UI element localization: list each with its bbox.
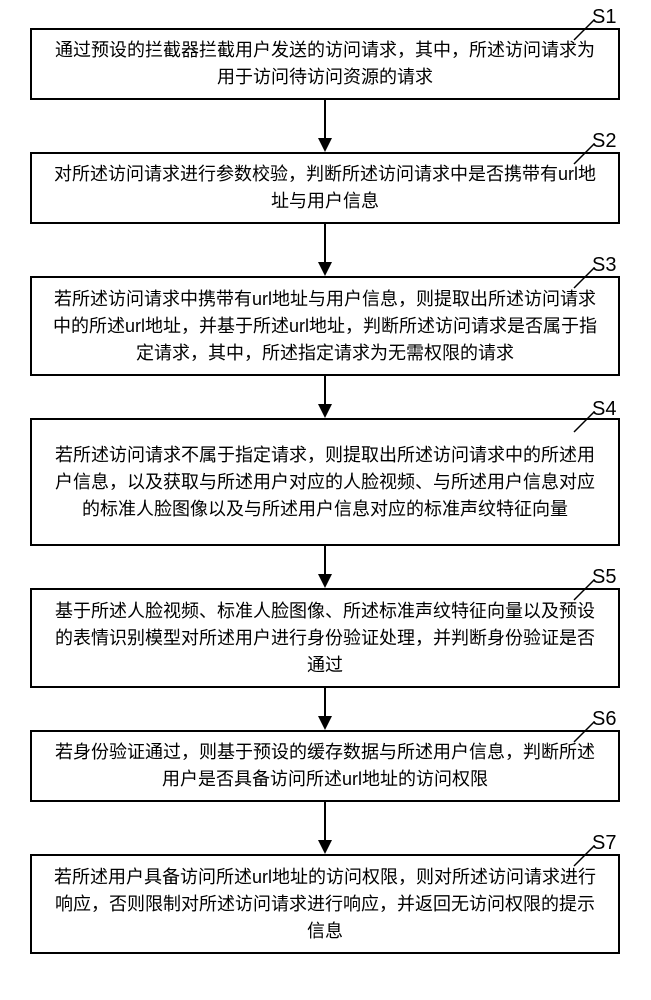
label-leader-s1	[574, 20, 596, 42]
label-leader-s6	[574, 722, 596, 744]
node-text: 若所述访问请求中携带有url地址与用户信息，则提取出所述访问请求中的所述url地…	[48, 286, 602, 367]
label-leader-s4	[574, 412, 596, 434]
node-text: 通过预设的拦截器拦截用户发送的访问请求，其中，所述访问请求为用于访问待访问资源的…	[48, 37, 602, 91]
node-text: 若所述用户具备访问所述url地址的访问权限，则对所述访问请求进行响应，否则限制对…	[48, 864, 602, 945]
arrow-s2-s3	[305, 224, 345, 276]
node-text: 若身份验证通过，则基于预设的缓存数据与所述用户信息，判断所述用户是否具备访问所述…	[48, 739, 602, 793]
node-text: 基于所述人脸视频、标准人脸图像、所述标准声纹特征向量以及预设的表情识别模型对所述…	[48, 598, 602, 679]
node-text: 若所述访问请求不属于指定请求，则提取出所述访问请求中的所述用户信息，以及获取与所…	[48, 442, 602, 523]
flowchart-canvas: 通过预设的拦截器拦截用户发送的访问请求，其中，所述访问请求为用于访问待访问资源的…	[0, 0, 651, 1000]
flowchart-node-s6: 若身份验证通过，则基于预设的缓存数据与所述用户信息，判断所述用户是否具备访问所述…	[30, 730, 620, 802]
arrow-s6-s7	[305, 802, 345, 854]
flowchart-node-s4: 若所述访问请求不属于指定请求，则提取出所述访问请求中的所述用户信息，以及获取与所…	[30, 418, 620, 546]
arrow-s4-s5	[305, 546, 345, 588]
flowchart-node-s2: 对所述访问请求进行参数校验，判断所述访问请求中是否携带有url地址与用户信息	[30, 152, 620, 224]
node-text: 对所述访问请求进行参数校验，判断所述访问请求中是否携带有url地址与用户信息	[48, 161, 602, 215]
flowchart-node-s3: 若所述访问请求中携带有url地址与用户信息，则提取出所述访问请求中的所述url地…	[30, 276, 620, 376]
arrow-s1-s2	[305, 100, 345, 152]
label-leader-s2	[574, 144, 596, 166]
flowchart-node-s1: 通过预设的拦截器拦截用户发送的访问请求，其中，所述访问请求为用于访问待访问资源的…	[30, 28, 620, 100]
flowchart-node-s7: 若所述用户具备访问所述url地址的访问权限，则对所述访问请求进行响应，否则限制对…	[30, 854, 620, 954]
arrow-s3-s4	[305, 376, 345, 418]
flowchart-node-s5: 基于所述人脸视频、标准人脸图像、所述标准声纹特征向量以及预设的表情识别模型对所述…	[30, 588, 620, 688]
label-leader-s7	[574, 846, 596, 868]
label-leader-s5	[574, 580, 596, 602]
label-leader-s3	[574, 268, 596, 290]
arrow-s5-s6	[305, 688, 345, 730]
